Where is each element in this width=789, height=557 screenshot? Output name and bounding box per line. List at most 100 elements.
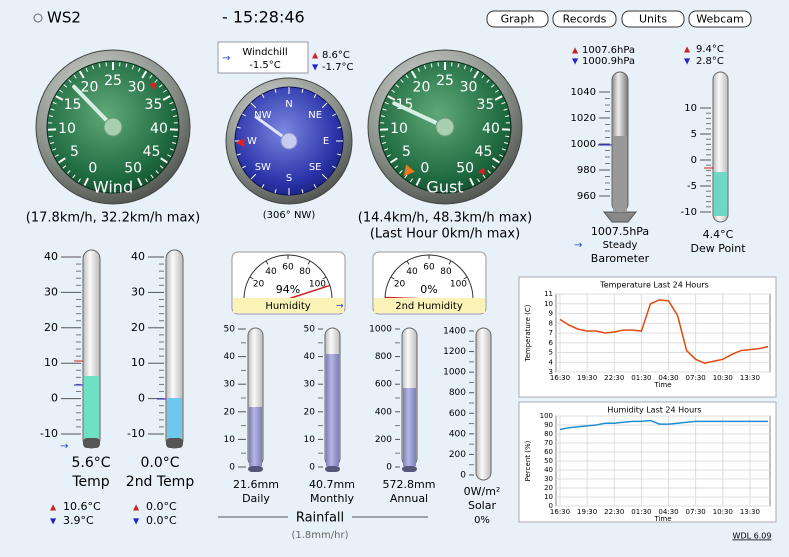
- gauge-tick: [125, 63, 128, 68]
- max-marker: [477, 167, 485, 175]
- dial-tick: [265, 260, 269, 265]
- label: Monthly: [310, 492, 355, 505]
- button-label[interactable]: Units: [639, 13, 667, 26]
- tick-label: 30: [224, 380, 236, 390]
- gauge-tick: [380, 115, 385, 117]
- gauge-tick: [77, 178, 81, 183]
- dial-tick: [463, 276, 468, 280]
- x-tick-label: 13:30: [740, 374, 760, 382]
- gauge-tick: [83, 177, 89, 186]
- gauge-tick-label: 45: [475, 144, 493, 160]
- compass-point: SW: [255, 162, 271, 173]
- gauge-tick: [382, 108, 387, 111]
- gauge-tick: [173, 135, 178, 138]
- gauge-tick: [391, 89, 396, 93]
- compass-tick: [313, 93, 317, 98]
- gauge-tick: [167, 154, 172, 157]
- tick-label: 400: [449, 429, 466, 439]
- label: 5.6°C: [71, 455, 110, 471]
- gauge-tick: [158, 84, 163, 88]
- gauge-tick-label: 50: [124, 160, 142, 176]
- y-axis-label: Temperature (C): [524, 304, 532, 362]
- gauge-tick: [415, 177, 421, 186]
- tube-fill: [249, 407, 262, 466]
- button[interactable]: Webcam: [688, 10, 752, 28]
- x-axis-label: Time: [653, 381, 671, 389]
- label: Annual: [390, 492, 428, 505]
- status-dot: [33, 13, 43, 23]
- x-tick-label: 10:30: [713, 374, 733, 382]
- gauge-tick-label: 25: [436, 73, 454, 89]
- tick-label: 1020: [571, 113, 596, 124]
- gauge-tick: [380, 135, 385, 138]
- x-tick-label: 07:30: [686, 374, 706, 382]
- label: 9.4°C: [696, 44, 724, 55]
- gauge-label: Gust: [426, 178, 463, 197]
- chart-title: Humidity Last 24 Hours: [607, 406, 701, 415]
- tick-label: 20: [44, 321, 58, 334]
- gauge-tick: [499, 154, 504, 157]
- arrow-icon: →: [222, 53, 230, 64]
- gauge-tick: [505, 115, 510, 117]
- compass-point: N: [285, 99, 292, 110]
- dial-tick-label: 100: [450, 280, 467, 290]
- button[interactable]: Units: [621, 10, 685, 28]
- dial-tick-label: 40: [406, 267, 418, 277]
- compass-tick: [250, 173, 257, 180]
- tick-label: 1000: [571, 139, 596, 150]
- gauge-tick: [171, 108, 176, 111]
- button[interactable]: Graph: [486, 10, 549, 28]
- gauge-tick-label: 50: [456, 160, 474, 176]
- button-frame: [621, 10, 685, 28]
- gauge-tick: [494, 95, 503, 101]
- gauge-tick: [404, 174, 408, 179]
- label: 2.8°C: [696, 56, 724, 67]
- gust-last-hour: (Last Hour 0km/h max): [370, 227, 520, 242]
- gauge-tick: [68, 79, 72, 83]
- x-tick-label: 19:30: [577, 508, 597, 516]
- tick-label: 40: [304, 352, 316, 362]
- y-tick-label: 3: [549, 368, 553, 376]
- x-tick-label: 01:30: [631, 374, 651, 382]
- gauge-tick: [145, 178, 149, 183]
- needle: [287, 284, 331, 300]
- tick-label: 10: [304, 435, 316, 445]
- gauge-tick: [494, 89, 499, 93]
- button-label[interactable]: Webcam: [696, 13, 744, 26]
- gauge-tick: [54, 154, 59, 157]
- gauge-tick: [50, 108, 55, 111]
- tick-label: 1000: [369, 325, 392, 335]
- max-marker: [148, 82, 157, 90]
- button-label[interactable]: Records: [563, 13, 607, 26]
- tick-label: 40: [131, 250, 145, 263]
- gauge-tick: [410, 70, 417, 79]
- gauge-tick: [384, 101, 389, 105]
- gauge-tick: [399, 170, 403, 174]
- tube-fill: [167, 398, 182, 438]
- dial-tick-label: 80: [440, 267, 452, 277]
- tube-fill: [326, 354, 339, 466]
- gauge-tick: [62, 165, 67, 169]
- tick-label: 10: [224, 435, 236, 445]
- tick-label: 960: [577, 191, 596, 202]
- tick-label: 20: [304, 407, 316, 417]
- dial-tick-label: 100: [309, 280, 326, 290]
- dial-tick: [249, 276, 254, 280]
- button[interactable]: Records: [552, 10, 617, 28]
- gauge-tick: [50, 142, 55, 144]
- gauge-tick: [78, 70, 85, 79]
- label: 10.6°C: [63, 500, 101, 513]
- x-tick-label: 07:30: [686, 508, 706, 516]
- gauge-tick: [400, 79, 404, 83]
- up-icon: ▲: [133, 503, 140, 512]
- button-label[interactable]: Graph: [501, 13, 535, 26]
- y-tick-label: 90: [544, 421, 553, 429]
- compass-tick: [321, 173, 328, 180]
- dial-tick-label: 60: [282, 263, 294, 273]
- gauge-tick: [131, 65, 135, 70]
- gauge-tick: [430, 63, 433, 68]
- gauge-tick: [150, 174, 154, 179]
- y-tick-label: 10: [544, 493, 553, 501]
- dial-tick-label: 20: [394, 280, 406, 290]
- gauge-tick: [395, 84, 400, 88]
